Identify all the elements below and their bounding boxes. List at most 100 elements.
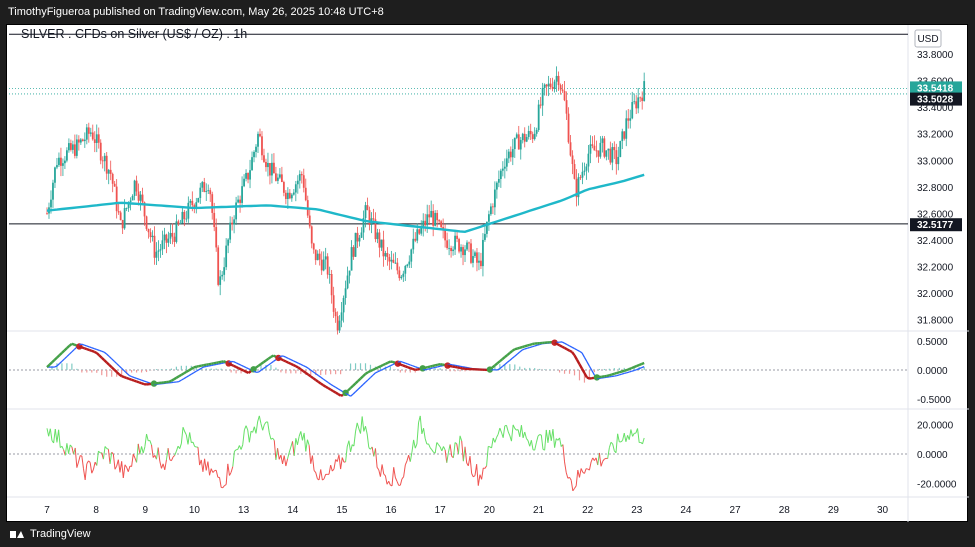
candle-body bbox=[609, 148, 612, 163]
time-axis-tick: 17 bbox=[435, 505, 447, 516]
macd-signal-line bbox=[235, 362, 239, 365]
macd-signal-line bbox=[86, 345, 90, 348]
chart-frame[interactable]: USD33.800033.600033.400033.200033.000032… bbox=[6, 24, 969, 523]
candle-body bbox=[229, 222, 232, 240]
macd-line bbox=[46, 363, 51, 368]
candle-body bbox=[561, 89, 564, 91]
candle-body bbox=[553, 81, 556, 89]
candle-body bbox=[438, 220, 441, 222]
candle-body bbox=[374, 219, 377, 240]
time-axis-tick: 9 bbox=[143, 505, 149, 516]
macd-line bbox=[272, 354, 277, 358]
candle-body bbox=[402, 273, 405, 277]
macd-signal-line bbox=[509, 357, 513, 361]
macd-signal-line bbox=[439, 365, 443, 367]
candle-body bbox=[557, 75, 560, 86]
macd-signal-line bbox=[240, 364, 244, 367]
macd-signal-line bbox=[524, 347, 528, 350]
candle-body bbox=[565, 100, 568, 114]
candle-body bbox=[215, 227, 218, 248]
macd-signal-line bbox=[616, 374, 620, 377]
candle-body bbox=[488, 214, 490, 222]
macd-signal-line bbox=[310, 369, 314, 373]
macd-line bbox=[327, 387, 332, 391]
candle-body bbox=[107, 169, 110, 174]
macd-line bbox=[270, 354, 275, 358]
candle-body bbox=[286, 192, 289, 199]
macd-signal-line bbox=[81, 343, 85, 346]
oscillator-line bbox=[565, 472, 569, 479]
candle-body bbox=[344, 288, 347, 299]
macd-signal-line bbox=[387, 365, 391, 368]
candle-body bbox=[67, 143, 70, 151]
macd-line bbox=[369, 368, 374, 373]
oscillator-axis-tick: -20.0000 bbox=[917, 479, 957, 490]
oscillator-line bbox=[131, 454, 134, 467]
macd-line bbox=[586, 376, 590, 380]
macd-signal-line bbox=[576, 349, 580, 352]
oscillator-line bbox=[191, 441, 194, 444]
macd-signal-line bbox=[317, 374, 322, 378]
candle-body bbox=[539, 104, 542, 106]
macd-line bbox=[255, 364, 260, 369]
oscillator-line bbox=[58, 429, 61, 448]
oscillator-line bbox=[391, 467, 395, 486]
candle-body bbox=[141, 194, 144, 203]
oscillator-line bbox=[242, 429, 245, 445]
oscillator-line bbox=[512, 424, 516, 429]
macd-line bbox=[402, 364, 406, 368]
macd-line bbox=[78, 345, 83, 349]
macd-line bbox=[332, 390, 337, 394]
candle-body bbox=[448, 247, 450, 249]
macd-signal-line bbox=[435, 366, 438, 369]
candle-body bbox=[302, 175, 305, 188]
oscillator-line bbox=[625, 435, 629, 442]
oscillator-line bbox=[263, 421, 267, 425]
macd-signal-line bbox=[527, 346, 530, 349]
macd-signal-line bbox=[629, 370, 632, 373]
candle-body bbox=[275, 173, 277, 181]
candle-body bbox=[273, 162, 275, 174]
candle-body bbox=[392, 259, 395, 263]
price-axis-tick: 33.2000 bbox=[917, 130, 954, 141]
macd-signal-line bbox=[325, 380, 329, 384]
candle-body bbox=[639, 97, 642, 99]
chart-canvas[interactable]: USD33.800033.600033.400033.200033.000032… bbox=[7, 25, 969, 523]
macd-line bbox=[372, 367, 376, 371]
candle-body bbox=[145, 216, 148, 229]
candle-body bbox=[56, 165, 58, 168]
macd-signal-line bbox=[108, 355, 113, 360]
oscillator-line bbox=[446, 452, 449, 463]
macd-signal-line bbox=[427, 368, 431, 370]
candle-body bbox=[376, 232, 379, 240]
oscillator-line bbox=[88, 460, 91, 463]
macd-line bbox=[556, 342, 561, 347]
oscillator-line bbox=[111, 451, 114, 455]
macd-signal-line bbox=[412, 365, 416, 368]
macd-signal-line bbox=[123, 370, 128, 374]
oscillator-line bbox=[604, 457, 607, 460]
macd-line bbox=[611, 372, 615, 376]
candle-body bbox=[255, 146, 257, 152]
macd-signal-line bbox=[96, 348, 100, 352]
oscillator-line bbox=[507, 431, 511, 436]
candle-body bbox=[324, 256, 327, 260]
oscillator-line bbox=[189, 432, 192, 443]
candle-body bbox=[115, 186, 118, 212]
oscillator-line bbox=[434, 442, 438, 454]
macd-line bbox=[133, 379, 137, 383]
candle-body bbox=[71, 144, 74, 150]
oscillator-line bbox=[209, 468, 212, 476]
oscillator-line bbox=[237, 445, 240, 450]
candle-body bbox=[595, 150, 598, 152]
candle-body bbox=[137, 191, 140, 201]
oscillator-line bbox=[562, 444, 566, 462]
candle-body bbox=[334, 311, 337, 317]
oscillator-line bbox=[114, 465, 118, 470]
currency-box[interactable] bbox=[914, 29, 942, 48]
oscillator-line bbox=[184, 431, 187, 436]
candle-body bbox=[354, 232, 357, 257]
candle-body bbox=[545, 84, 548, 87]
oscillator-line bbox=[315, 472, 318, 479]
oscillator-line bbox=[597, 452, 600, 466]
